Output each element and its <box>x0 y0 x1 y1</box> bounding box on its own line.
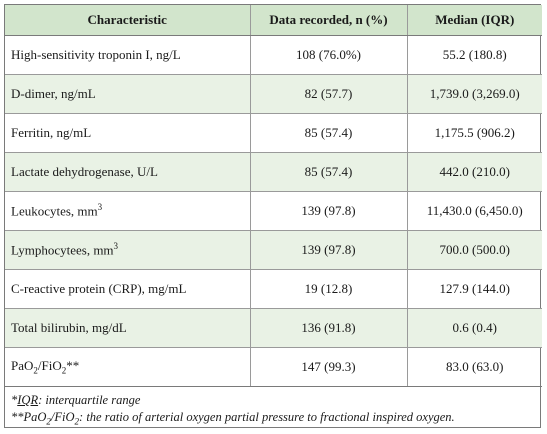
table-row: Lymphocytees, mm3 139 (97.8) 700.0 (500.… <box>5 230 542 270</box>
row-label-superscript: 3 <box>97 202 103 213</box>
row-median: 55.2 (180.8) <box>407 35 542 75</box>
row-label: C-reactive protein (CRP), mg/mL <box>5 269 251 309</box>
table-row: C-reactive protein (CRP), mg/mL 19 (12.8… <box>5 269 542 309</box>
row-label-main: Leukocytes, mm <box>11 203 98 219</box>
row-recorded: 108 (76.0%) <box>250 35 408 75</box>
row-label-main: Lymphocytees, mm <box>11 242 114 258</box>
header-median-iqr: Median (IQR) <box>407 5 542 36</box>
row-median: 1,739.0 (3,269.0) <box>407 74 542 114</box>
row-label: D-dimer, ng/mL <box>5 74 251 114</box>
row-recorded: 85 (57.4) <box>250 152 408 192</box>
header-row: Characteristic Data recorded, n (%) Medi… <box>5 5 542 36</box>
row-median: 442.0 (210.0) <box>407 152 542 192</box>
row-recorded: 139 (97.8) <box>250 230 408 270</box>
footnote-iqr-star: * <box>11 393 18 407</box>
lab-table-panel: Characteristic Data recorded, n (%) Medi… <box>4 4 542 431</box>
table-row: Leukocytes, mm3 139 (97.8) 11,430.0 (6,4… <box>5 191 542 231</box>
lab-results-table: Characteristic Data recorded, n (%) Medi… <box>5 5 542 387</box>
row-label-superscript: 3 <box>113 241 119 252</box>
row-label: Lactate dehydrogenase, U/L <box>5 152 251 192</box>
row-recorded: 85 (57.4) <box>250 113 408 153</box>
table-row: D-dimer, ng/mL 82 (57.7) 1,739.0 (3,269.… <box>5 74 542 114</box>
row-median: 1,175.5 (906.2) <box>407 113 542 153</box>
row-label: High-sensitivity troponin I, ng/L <box>5 35 251 75</box>
footnote-ratio-prefix: **PaO <box>11 410 47 424</box>
row-median: 11,430.0 (6,450.0) <box>407 191 542 231</box>
row-recorded: 82 (57.7) <box>250 74 408 114</box>
row-median: 127.9 (144.0) <box>407 269 542 309</box>
table-row: Total bilirubin, mg/dL 136 (91.8) 0.6 (0… <box>5 308 542 348</box>
table-footnotes: *IQR: interquartile range **PaO2/FiO2: t… <box>5 387 540 431</box>
row-label-pao: PaO <box>11 358 34 374</box>
footnote-iqr-text: : interquartile range <box>38 393 141 407</box>
row-label: Total bilirubin, mg/dL <box>5 308 251 348</box>
footnote-ratio-subscript-1: 2 <box>46 416 51 427</box>
row-recorded: 136 (91.8) <box>250 308 408 348</box>
table-row: High-sensitivity troponin I, ng/L 108 (7… <box>5 35 542 75</box>
footnote-ratio-subscript-2: 2 <box>74 416 80 427</box>
row-label: PaO2/FiO2** <box>5 347 251 387</box>
row-recorded: 139 (97.8) <box>250 191 408 231</box>
row-label: Ferritin, ng/mL <box>5 113 251 153</box>
row-median: 700.0 (500.0) <box>407 230 542 270</box>
row-median: 83.0 (63.0) <box>407 347 542 387</box>
footnote-iqr: *IQR: interquartile range <box>11 392 534 409</box>
header-data-recorded: Data recorded, n (%) <box>250 5 408 36</box>
table-row: Ferritin, ng/mL 85 (57.4) 1,175.5 (906.2… <box>5 113 542 153</box>
row-label-tail: ** <box>66 358 80 374</box>
table-row: PaO2/FiO2** 147 (99.3) 83.0 (63.0) <box>5 347 542 387</box>
row-label-subscript-2: 2 <box>61 365 67 376</box>
row-label-fio: /FiO <box>37 358 62 374</box>
row-label-subscript-1: 2 <box>33 365 38 376</box>
footnote-iqr-term: IQR <box>17 393 39 407</box>
footnote-ratio: **PaO2/FiO2: the ratio of arterial oxyge… <box>11 409 534 431</box>
row-recorded: 147 (99.3) <box>250 347 408 387</box>
row-label: Leukocytes, mm3 <box>5 191 251 231</box>
footnote-ratio-text: : the ratio of arterial oxygen partial p… <box>79 410 455 424</box>
row-label: Lymphocytees, mm3 <box>5 230 251 270</box>
row-recorded: 19 (12.8) <box>250 269 408 309</box>
footnote-ratio-mid: /FiO <box>50 410 75 424</box>
header-characteristic: Characteristic <box>5 5 251 36</box>
table-row: Lactate dehydrogenase, U/L 85 (57.4) 442… <box>5 152 542 192</box>
row-median: 0.6 (0.4) <box>407 308 542 348</box>
